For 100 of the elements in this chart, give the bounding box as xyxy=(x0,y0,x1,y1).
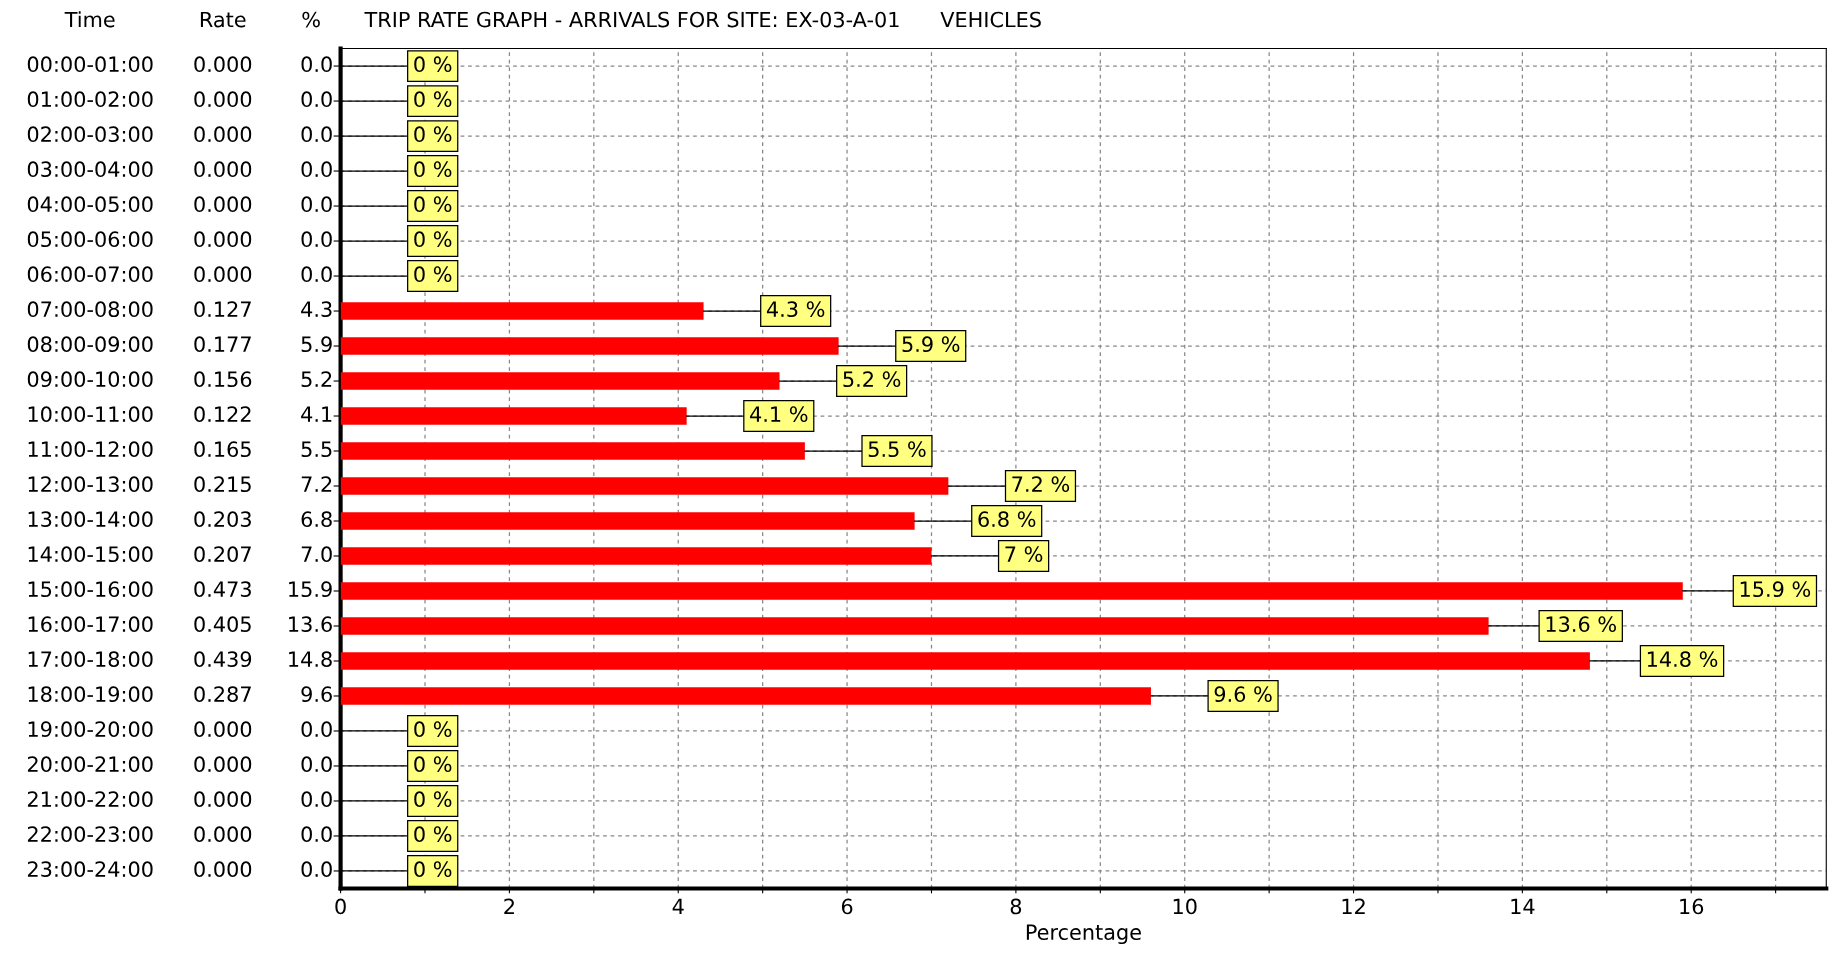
data-label: 0 % xyxy=(414,791,452,808)
text: 13.6 xyxy=(289,616,332,633)
y-tick-label: 19:00-20:00 xyxy=(28,721,153,738)
text: 0.000 xyxy=(194,161,252,178)
bar xyxy=(340,512,915,530)
text: 0.0 xyxy=(301,826,332,843)
text: 5.2 xyxy=(301,371,332,388)
data-label: 0 % xyxy=(414,231,452,248)
y-tick-label: 12:00-13:00 xyxy=(28,476,153,493)
bar xyxy=(340,302,704,320)
bar xyxy=(340,407,687,425)
data-label: 15.9 % xyxy=(1740,581,1811,598)
data-label: 9.6 % xyxy=(1214,686,1272,703)
text: 0.0 xyxy=(301,266,332,283)
text: 0.0 xyxy=(301,861,332,878)
y-tick-label: 16:00-17:00 xyxy=(28,616,153,633)
x-tick-label: 14 xyxy=(1511,898,1535,915)
data-label: 14.8 % xyxy=(1647,651,1718,668)
y-tick-label: 00:00-01:00 xyxy=(27,56,153,73)
bar xyxy=(340,652,1590,670)
bar xyxy=(340,617,1489,635)
bar xyxy=(340,442,805,460)
bar xyxy=(340,477,949,495)
text: 0.000 xyxy=(194,861,252,878)
text: 5.9 xyxy=(301,336,332,353)
text: 0.177 xyxy=(194,336,251,353)
text: 9.6 xyxy=(301,686,332,703)
y-tick-label: 02:00-03:00 xyxy=(27,126,153,143)
data-label: 0 % xyxy=(414,266,452,283)
text: 0.0 xyxy=(301,126,332,143)
bar xyxy=(340,372,780,390)
text: 0.127 xyxy=(194,301,251,318)
y-tick-label: 07:00-08:00 xyxy=(27,301,153,318)
data-label: 0 % xyxy=(414,56,452,73)
x-tick-label: 8 xyxy=(1010,898,1022,915)
y-tick-label: 23:00-24:00 xyxy=(27,861,153,878)
data-label: 0 % xyxy=(414,161,452,178)
text: 0.0 xyxy=(301,161,332,178)
text: 0.000 xyxy=(194,756,252,773)
text: 0.000 xyxy=(194,126,252,143)
text: 0.000 xyxy=(194,231,252,248)
text: 0.287 xyxy=(194,686,251,703)
bar xyxy=(340,687,1151,705)
text: 0.0 xyxy=(301,721,332,738)
data-label: 5.9 % xyxy=(902,336,960,353)
text: % xyxy=(302,11,320,28)
text: 0.0 xyxy=(301,791,332,808)
text: 0.0 xyxy=(301,756,332,773)
text: 0.439 xyxy=(194,651,252,668)
y-tick-label: 13:00-14:00 xyxy=(28,511,153,528)
text: 0.0 xyxy=(301,196,332,213)
text: 0.000 xyxy=(194,721,252,738)
text: 0.203 xyxy=(194,511,251,528)
text: 4.3 xyxy=(301,301,332,318)
y-tick-label: 20:00-21:00 xyxy=(27,756,153,773)
text: 0.0 xyxy=(301,91,332,108)
data-label: 0 % xyxy=(414,826,452,843)
y-tick-label: 01:00-02:00 xyxy=(27,91,153,108)
bar xyxy=(340,547,932,565)
data-label: 0 % xyxy=(414,721,452,738)
y-tick-label: 09:00-10:00 xyxy=(27,371,153,388)
text: 6.8 xyxy=(301,511,332,528)
y-tick-label: 21:00-22:00 xyxy=(27,791,153,808)
y-tick-label: 10:00-11:00 xyxy=(28,406,153,423)
text: 5.5 xyxy=(301,441,332,458)
x-tick-label: 2 xyxy=(504,898,514,915)
data-label: 0 % xyxy=(414,91,452,108)
y-tick-label: 05:00-06:00 xyxy=(27,231,153,248)
text: 0.215 xyxy=(194,476,251,493)
text: 4.1 xyxy=(301,406,332,422)
y-tick-label: 03:00-04:00 xyxy=(27,161,153,178)
data-label: 13.6 % xyxy=(1546,616,1616,633)
text: 0.000 xyxy=(194,826,252,843)
text: 0.000 xyxy=(194,266,252,283)
data-label: 0 % xyxy=(414,861,452,878)
x-axis-title: Percentage xyxy=(1026,924,1141,945)
x-tick-label: 0 xyxy=(335,898,346,915)
y-tick-label: 08:00-09:00 xyxy=(27,336,153,353)
y-tick-label: 06:00-07:00 xyxy=(27,266,153,283)
y-tick-label: 14:00-15:00 xyxy=(28,546,153,563)
x-tick-label: 4 xyxy=(672,898,684,915)
text: 7.2 xyxy=(301,476,332,492)
text: 0.405 xyxy=(194,616,251,633)
text: 0.165 xyxy=(194,441,251,458)
x-tick-label: 12 xyxy=(1342,898,1365,915)
y-tick-label: 04:00-05:00 xyxy=(27,196,153,213)
text: 0.156 xyxy=(194,371,252,388)
data-label: 0 % xyxy=(414,756,452,773)
text: Rate xyxy=(200,11,246,28)
text: 15.9 xyxy=(289,581,332,598)
y-tick-label: 22:00-23:00 xyxy=(27,826,153,843)
text: 0.0 xyxy=(301,231,332,248)
data-label: 0 % xyxy=(414,126,452,143)
y-tick-label: 18:00-19:00 xyxy=(28,686,153,703)
text: 0.000 xyxy=(194,196,252,213)
text: 0.473 xyxy=(194,581,251,598)
chart-title: TRIP RATE GRAPH - ARRIVALS FOR SITE: EX-03-A-01 VEHICLES xyxy=(364,11,1041,28)
text: 0.122 xyxy=(194,406,251,423)
x-tick-label: 16 xyxy=(1680,898,1704,915)
data-label: 4.1 % xyxy=(750,406,808,423)
